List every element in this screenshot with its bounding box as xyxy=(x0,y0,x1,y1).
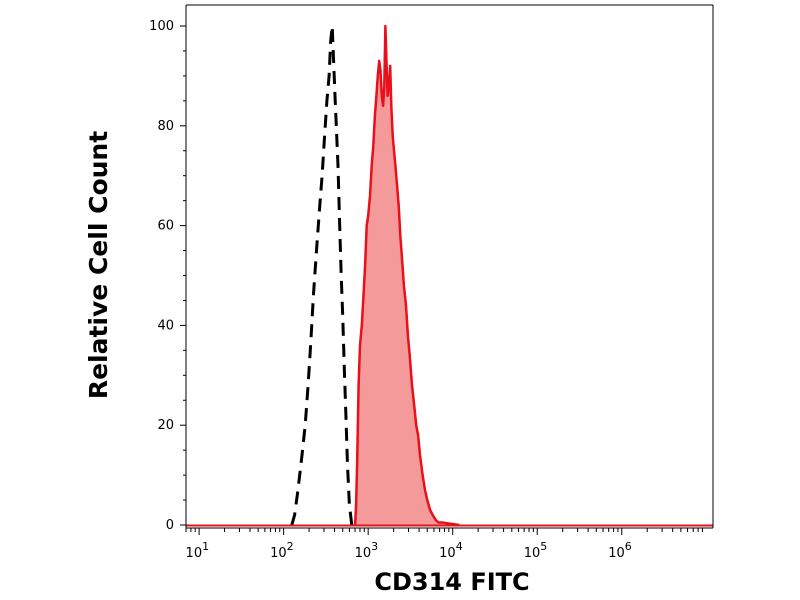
x-tick-exponent: 6 xyxy=(625,540,632,553)
x-tick-label: 102 xyxy=(270,540,294,561)
x-tick-label: 105 xyxy=(524,540,548,561)
x-tick-base: 10 xyxy=(608,546,625,561)
series-2 xyxy=(353,24,460,527)
y-axis-title: Relative Cell Count xyxy=(84,131,113,399)
y-tick-label: 40 xyxy=(157,318,174,333)
x-tick-base: 10 xyxy=(186,546,203,561)
x-tick-label: 101 xyxy=(186,540,210,561)
x-tick-label: 106 xyxy=(608,540,632,561)
series-2-line xyxy=(353,24,460,527)
y-tick-label: 80 xyxy=(157,119,174,134)
series-1 xyxy=(290,24,354,526)
x-tick-base: 10 xyxy=(524,546,541,561)
series-1-line xyxy=(290,24,354,526)
x-tick-exponent: 2 xyxy=(287,540,294,553)
series-2-area xyxy=(355,26,460,525)
x-tick-base: 10 xyxy=(439,546,456,561)
x-tick-exponent: 5 xyxy=(540,540,547,553)
x-tick-base: 10 xyxy=(355,546,372,561)
y-tick-label: 0 xyxy=(166,518,174,533)
x-tick-exponent: 1 xyxy=(202,540,209,553)
y-tick-label: 20 xyxy=(157,418,174,433)
x-axis-title: CD314 FITC xyxy=(374,568,529,596)
y-tick-label: 60 xyxy=(157,219,174,234)
x-tick-base: 10 xyxy=(270,546,287,561)
plot-area xyxy=(186,24,713,527)
x-tick-label: 104 xyxy=(439,540,463,561)
x-tick-exponent: 4 xyxy=(456,540,463,553)
x-tick-exponent: 3 xyxy=(371,540,378,553)
x-tick-label: 103 xyxy=(355,540,379,561)
y-tick-label: 100 xyxy=(149,19,174,34)
